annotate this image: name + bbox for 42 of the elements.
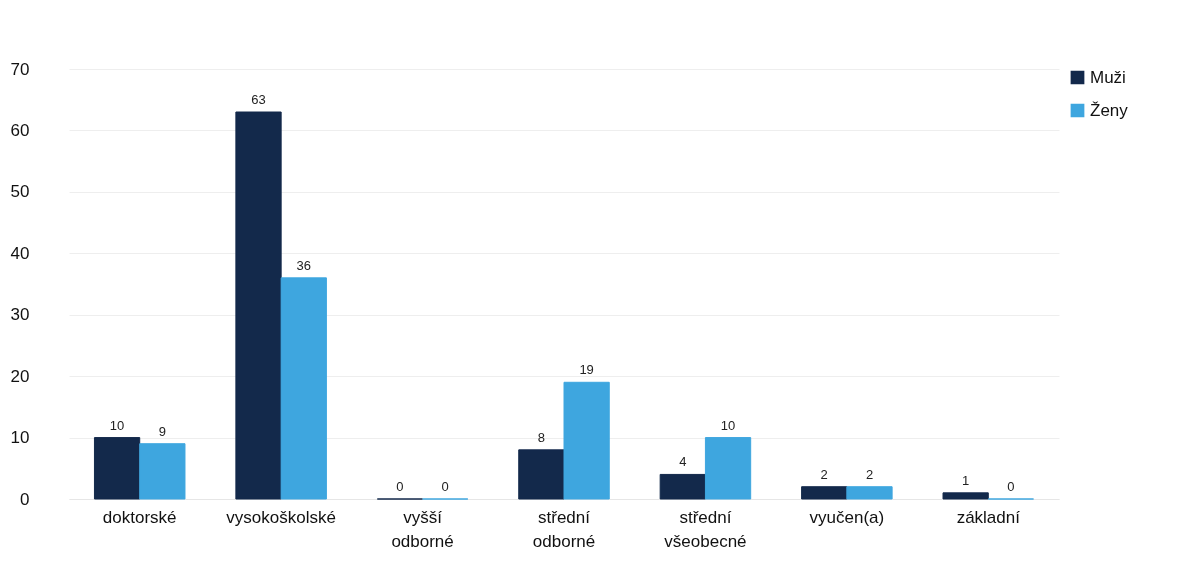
x-tick-label: vyučen(a) [809,507,885,527]
y-tick-label: 0 [20,489,30,509]
legend-label: Ženy [1090,100,1129,120]
data-label: 0 [396,479,404,494]
bar [801,486,848,500]
bar [659,473,706,500]
data-label: 63 [251,92,266,107]
x-tick-label: základní [956,507,1021,527]
data-label: 2 [865,466,874,482]
y-tick-label: 70 [10,59,30,79]
bar [704,437,752,500]
bar [280,277,327,500]
data-label: 10 [109,417,125,433]
y-tick-label: 20 [10,366,30,386]
y-tick-label: 10 [10,428,30,448]
x-tick-label: střední všeobecné [664,507,747,551]
x-tick-label: doktorské [102,507,177,527]
bar [563,381,610,500]
data-label: 10 [720,417,736,433]
bar [139,443,186,500]
y-tick-label: 60 [10,120,30,140]
legend-label: Muži [1090,67,1126,87]
y-tick-label: 50 [10,182,30,202]
data-label: 8 [537,429,545,445]
bar [846,486,893,500]
bar [93,437,141,500]
x-tick-label: střední odborné [532,507,596,551]
bar [518,449,565,500]
data-label: 1 [962,472,970,488]
bar [942,492,989,500]
y-tick-label: 30 [10,305,30,325]
data-label: 4 [679,454,687,470]
data-label: 19 [579,362,594,378]
data-label: 36 [296,257,312,273]
data-label: 9 [158,423,166,439]
x-tick-label: vyšší odborné [391,507,454,551]
data-label: 0 [441,479,449,494]
x-tick-label: vysokoškolské [226,507,336,527]
data-label: 2 [820,466,828,482]
data-label: 0 [1007,479,1015,494]
y-tick-label: 40 [10,243,30,263]
bar [235,111,282,500]
